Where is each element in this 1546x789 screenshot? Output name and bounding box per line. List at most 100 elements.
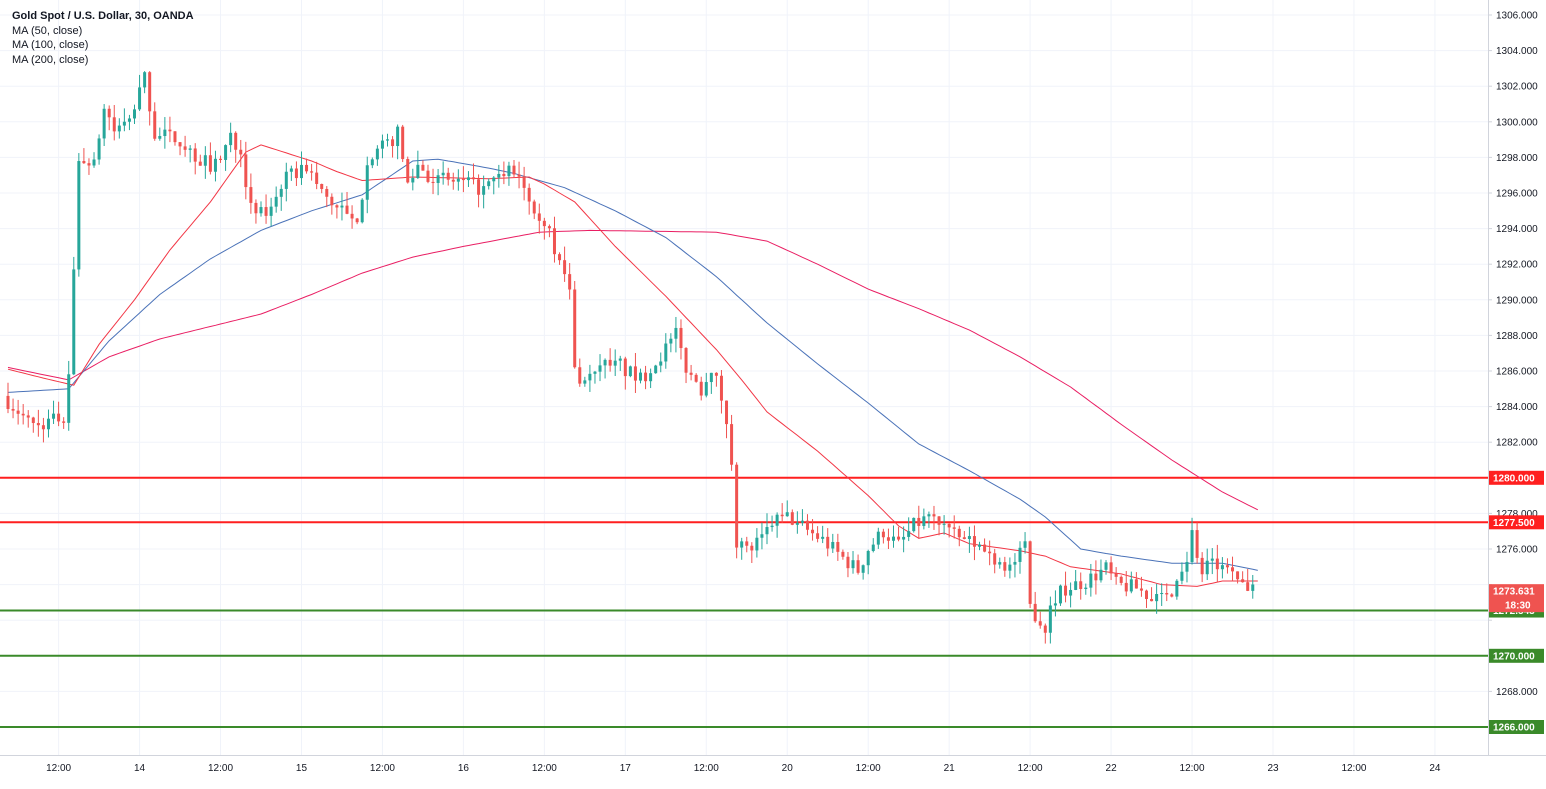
y-tick-label: 1294.000 (1496, 224, 1538, 235)
candle-body (907, 531, 911, 537)
candle-body (937, 516, 941, 525)
candle-body (411, 177, 415, 183)
ma200-legend-label[interactable]: MA (200, close) (12, 53, 89, 66)
candle-body (1215, 558, 1219, 570)
candle-body (350, 213, 354, 219)
y-tick-label: 1298.000 (1496, 153, 1538, 164)
candle-body (750, 545, 754, 551)
x-tick-label: 12:00 (532, 763, 557, 774)
y-tick-label: 1278.000 (1496, 509, 1538, 520)
candle-body (153, 111, 157, 139)
candle-body (1038, 621, 1042, 626)
candle-body (1236, 571, 1240, 580)
candle-body (527, 187, 531, 202)
ma100-legend-label[interactable]: MA (100, close) (12, 39, 89, 51)
candle-body (67, 374, 71, 423)
candle-body (704, 382, 708, 396)
candle-body (856, 560, 860, 573)
candle-body (851, 560, 855, 569)
candle-body (1018, 547, 1022, 562)
candle-body (1104, 562, 1108, 570)
candles (6, 71, 1255, 644)
candle-body (62, 421, 66, 423)
candle-body (441, 172, 445, 176)
candle-body (168, 129, 172, 132)
candle-body (962, 537, 966, 540)
candle-body (649, 373, 653, 382)
candle-body (841, 551, 845, 557)
candle-body (310, 171, 314, 173)
candle-body (173, 131, 177, 143)
x-tick-label: 14 (134, 763, 146, 774)
candle-body (831, 541, 835, 549)
candle-body (775, 514, 779, 526)
candle-body (826, 536, 830, 549)
candle-body (446, 172, 450, 180)
candle-body (1150, 599, 1154, 602)
candle-body (224, 145, 228, 160)
y-tick-label: 1286.000 (1496, 367, 1538, 378)
candle-body (143, 72, 147, 88)
candle-body (122, 121, 126, 126)
candle-body (1013, 561, 1017, 565)
candle-body (219, 158, 223, 160)
candle-body (669, 338, 673, 344)
y-tick-label: 1304.000 (1496, 46, 1538, 57)
candle-body (709, 372, 713, 383)
x-tick-label: 12:00 (1018, 763, 1043, 774)
y-tick-label: 1284.000 (1496, 402, 1538, 413)
candle-body (426, 170, 430, 182)
x-tick-label: 12:00 (856, 763, 881, 774)
y-tick-label: 1282.000 (1496, 438, 1538, 449)
candle-body (1043, 625, 1047, 633)
candle-body (1008, 564, 1012, 571)
candle-body (507, 165, 511, 177)
candle-body (603, 359, 607, 366)
candle-body (1185, 561, 1189, 572)
x-tick-label: 21 (944, 763, 956, 774)
candle-body (1048, 605, 1052, 633)
candle-body (315, 172, 319, 184)
horizontal-levels[interactable] (0, 476, 1488, 728)
candle-body (684, 348, 688, 373)
candle-body (380, 140, 384, 149)
candle-body (87, 163, 91, 166)
candle-body (1114, 573, 1118, 577)
candle-body (795, 522, 799, 525)
y-tick-label: 1276.000 (1496, 545, 1538, 556)
candle-body (563, 260, 567, 275)
candle-body (1165, 593, 1169, 595)
x-tick-label: 16 (458, 763, 470, 774)
candle-body (127, 118, 131, 122)
candle-body (31, 417, 35, 424)
candle-body (927, 514, 931, 517)
candle-body (431, 181, 435, 184)
candle-body (183, 146, 187, 150)
x-tick-label: 12:00 (694, 763, 719, 774)
candle-body (158, 136, 162, 139)
ma50-line (7, 144, 1258, 587)
candle-body (1079, 581, 1083, 589)
ma50-legend-label[interactable]: MA (50, close) (12, 24, 83, 37)
level-1280.000-tag (1489, 470, 1544, 485)
candle-body (375, 148, 379, 160)
x-tick-label: 12:00 (1341, 763, 1366, 774)
candle-body (674, 327, 678, 339)
candle-body (623, 358, 627, 377)
level-1270.000-tag (1489, 648, 1544, 663)
price-axis[interactable]: 1306.000 1304.000 1302.000 1300.000 1298.000… (1488, 11, 1538, 728)
x-tick-label: 12:00 (46, 763, 71, 774)
symbol-title[interactable]: Gold Spot / U.S. Dollar, 30, OANDA (12, 10, 194, 22)
time-axis[interactable]: 12:00 14 12:00 15 12:00 16 12:00 17 12:00 20 12:00… (46, 763, 1441, 774)
candle-body (396, 126, 400, 147)
candle-body (26, 415, 30, 418)
candle-body (639, 372, 642, 381)
candle-body (284, 171, 288, 189)
candle-body (279, 188, 283, 197)
candle-body (77, 161, 81, 270)
candle-body (299, 164, 303, 179)
candle-body (451, 179, 455, 182)
candle-body (274, 196, 278, 207)
